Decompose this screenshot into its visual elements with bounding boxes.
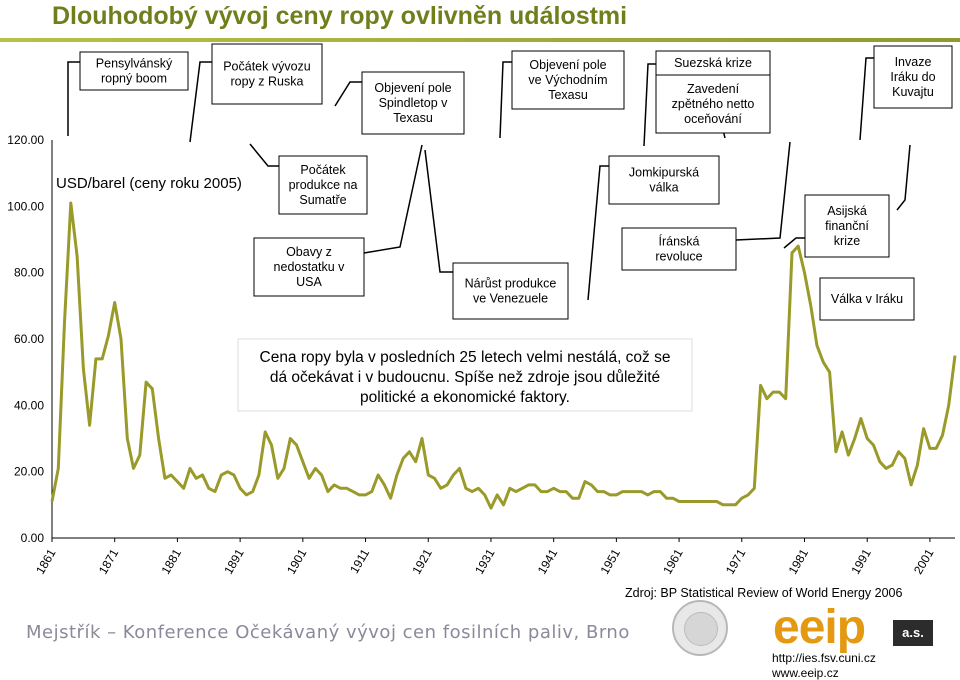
y-tick-label: 20.00 xyxy=(14,465,44,479)
annotation-leader-line xyxy=(67,61,80,136)
annotation-label: Počátek produkce na Sumatře xyxy=(289,163,358,207)
footer-text: Mejstřík – Konference Očekávaný vývoj ce… xyxy=(26,622,630,643)
annotation-label: Pensylvánský ropný boom xyxy=(96,57,173,86)
x-tick-label: 1971 xyxy=(723,546,749,576)
x-tick-label: 1881 xyxy=(159,546,185,576)
annotation-box xyxy=(361,71,465,135)
y-tick-label: 0.00 xyxy=(21,531,45,545)
annotation-label: Obavy z nedostatku v USA xyxy=(274,245,346,289)
annotation-box xyxy=(873,45,953,109)
page-title: Dlouhodobý vývoj ceny ropy ovlivněn udál… xyxy=(52,2,628,30)
eeip-logo: eeip a.s. xyxy=(773,601,933,656)
annotation-leader-line xyxy=(859,57,874,141)
annotation-box xyxy=(278,155,368,215)
x-tick-label: 1961 xyxy=(660,546,686,576)
annotation-label: Válka v Iráku xyxy=(831,292,903,306)
x-tick-label: 1891 xyxy=(221,546,247,576)
y-tick-label: 100.00 xyxy=(7,199,44,213)
annotation-callout: Invaze Iráku do Kuvajtu xyxy=(859,45,953,141)
annotation-group: USD/barel (ceny roku 2005) Pensylvánský ro… xyxy=(56,43,953,412)
annotation-callout: Jomkipurská válka xyxy=(587,155,720,301)
annotation-leader-line xyxy=(783,237,805,249)
annotation-label: Invaze Iráku do Kuvajtu xyxy=(890,55,935,99)
title-rule xyxy=(0,38,960,42)
annotation-box xyxy=(253,237,365,297)
annotation-callout: Nárůst produkce ve Venezuele xyxy=(424,149,569,320)
x-tick-label: 1871 xyxy=(96,546,122,576)
x-tick-label: 1921 xyxy=(409,546,435,576)
annotation-box xyxy=(608,155,720,205)
x-tick-label: 1941 xyxy=(535,546,561,576)
annotation-callout: Objevení pole ve Východním Texasu xyxy=(499,50,625,139)
annotation-label: Objevení pole Spindletop v Texasu xyxy=(374,81,451,125)
annotation-leader-line xyxy=(363,144,423,254)
y-tick-label: 60.00 xyxy=(14,332,44,346)
y-tick-label: 40.00 xyxy=(14,398,44,412)
source-note: Zdroj: BP Statistical Review of World En… xyxy=(625,586,903,600)
note-text: Cena ropy byla v posledních 25 letech ve… xyxy=(260,349,671,406)
annotation-label: Jomkipurská válka xyxy=(629,166,699,195)
y-tick-label: 80.00 xyxy=(14,266,44,280)
annotation-callout: Asijská finanční krize xyxy=(783,194,890,258)
x-tick-label: 1911 xyxy=(347,546,372,576)
annotation-label: Zavedení zpětného netto oceňování xyxy=(672,82,755,126)
annotation-label: Suezská krize xyxy=(674,56,752,70)
annotation-box xyxy=(819,277,915,321)
annotation-callout: Íránská revoluce xyxy=(621,141,791,271)
university-seal-icon xyxy=(672,600,728,656)
annotation-box xyxy=(655,50,771,76)
annotation-label: Objevení pole ve Východním Texasu xyxy=(528,58,607,102)
annotation-callout: Počátek vývozu ropy z Ruska xyxy=(189,43,323,143)
annotation-callout: Počátek produkce na Sumatře xyxy=(249,143,368,215)
annotation-label: Asijská finanční krize xyxy=(825,204,869,248)
note-callout: Cena ropy byla v posledních 25 letech ve… xyxy=(237,338,693,412)
annotation-leader-line xyxy=(896,144,911,211)
x-tick-label: 1931 xyxy=(472,546,498,576)
unit-label: USD/barel (ceny roku 2005) xyxy=(56,175,242,192)
logo-wordmark: eeip xyxy=(773,601,866,654)
annotation-leader-line xyxy=(334,81,362,107)
annotation-box xyxy=(804,194,890,258)
x-tick-label: 1951 xyxy=(597,546,623,576)
annotation-callout: Válka v Iráku xyxy=(819,144,915,321)
annotation-leader-line xyxy=(249,143,279,167)
annotation-leader-line xyxy=(499,61,512,139)
x-tick-label: 1861 xyxy=(33,546,59,576)
price-series-line xyxy=(50,201,957,510)
annotation-callout: Pensylvánský ropný boom xyxy=(67,51,189,136)
annotation-label: Počátek vývozu ropy z Ruska xyxy=(223,60,311,89)
x-tick-label: 1991 xyxy=(848,546,874,576)
x-tick-label: 1981 xyxy=(786,546,812,576)
annotation-box xyxy=(655,74,771,134)
annotation-box xyxy=(511,50,625,110)
website-link-eeip[interactable]: www.eeip.cz xyxy=(772,666,839,680)
y-tick-labels: 0.00 20.00 40.00 60.00 80.00 100.00 120.00 xyxy=(7,133,44,545)
annotation-box xyxy=(452,262,569,320)
annotation-leader-line xyxy=(189,61,212,143)
note-box xyxy=(237,338,693,412)
x-tick-label: 1901 xyxy=(284,546,310,576)
x-tick-label: 2001 xyxy=(911,546,937,576)
annotation-label: Íránská revoluce xyxy=(655,234,702,264)
x-tick-labels: 1861 1871 1881 1891 1901 1911 1921 1931 1941 1951… xyxy=(33,538,937,577)
annotation-leader-line xyxy=(735,141,791,241)
annotation-leader-line xyxy=(587,165,609,301)
logo-suffix: a.s. xyxy=(893,620,933,646)
annotation-leader-line xyxy=(424,149,453,273)
annotation-callout: Suezská krize xyxy=(643,50,771,147)
annotation-leader-line xyxy=(643,63,656,147)
annotation-label: Nárůst produkce ve Venezuele xyxy=(465,277,557,306)
annotation-callout: Zavedení zpětného netto oceňování xyxy=(655,74,771,139)
annotation-box xyxy=(79,51,189,91)
website-link-ies[interactable]: http://ies.fsv.cuni.cz xyxy=(772,651,876,665)
y-tick-label: 120.00 xyxy=(7,133,44,147)
annotation-box xyxy=(621,227,737,271)
annotation-callout: Obavy z nedostatku v USA xyxy=(253,144,423,297)
annotation-callout: Objevení pole Spindletop v Texasu xyxy=(334,71,465,135)
series-group xyxy=(50,201,957,510)
annotation-box xyxy=(211,43,323,105)
